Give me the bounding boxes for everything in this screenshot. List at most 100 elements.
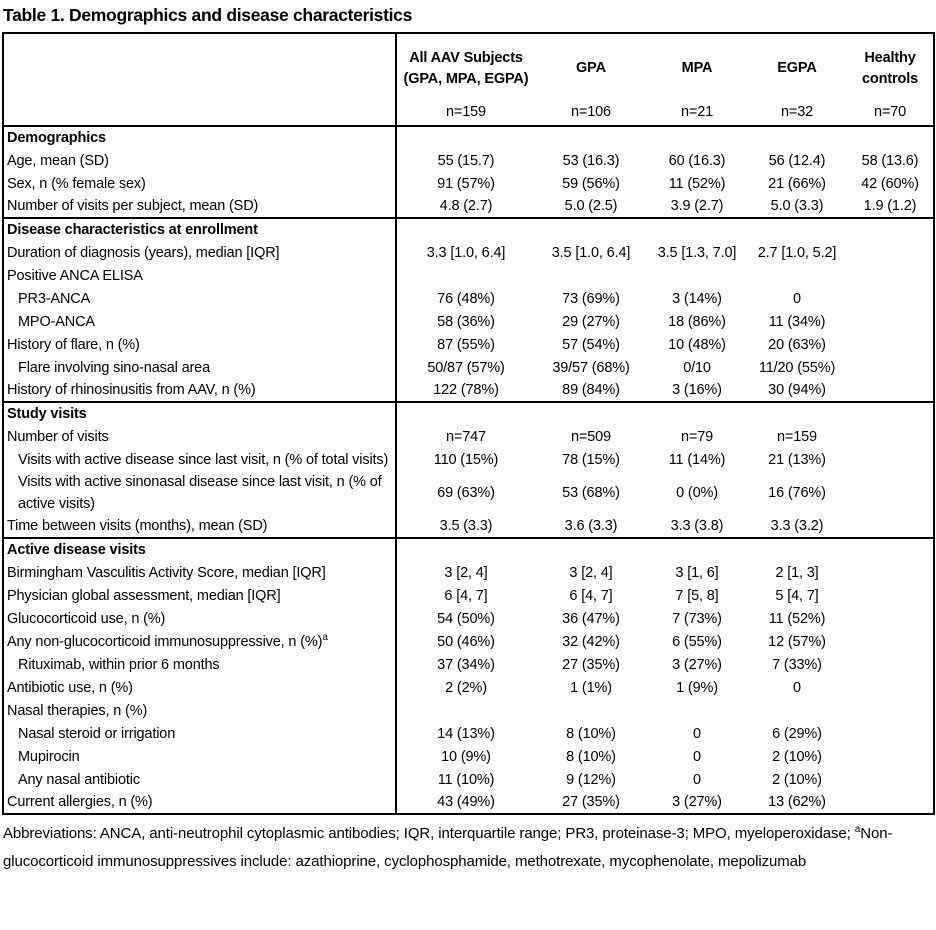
cell [847,241,934,264]
row-label: Antibiotic use, n (%) [7,679,133,696]
cell [847,699,934,722]
row-label: Nasal steroid or irrigation [18,725,176,742]
table-row: Physician global assessment, median [IQR… [3,584,934,607]
cell [847,401,934,425]
cell: 3 (16%) [672,382,722,398]
row-label: Glucocorticoid use, n (%) [7,610,166,627]
cell: 69 (63%) [395,471,535,515]
cell [747,401,847,425]
row-label: Mupirocin [18,748,80,765]
table-row: Time between visits (months), mean (SD) 3… [3,515,934,538]
cell: 3.5 [1.3, 7.0] [657,244,737,261]
sample-size-row: n=159 n=106 n=21 n=32 n=70 [3,99,934,126]
cell: 0 [693,748,701,765]
table-row: Duration of diagnosis (years), median [I… [3,241,934,264]
table-row: Number of visits per subject, mean (SD) 4… [3,195,934,218]
cell [847,471,934,515]
cell [647,125,747,149]
column-header-row: All AAV Subjects (GPA, MPA, EGPA) GPA MP… [3,33,934,99]
cell [747,264,847,287]
cell [847,537,934,561]
cell: 5.0 (3.3) [770,198,824,214]
cell [395,125,535,149]
cell: 3.5 (3.3) [395,515,535,538]
cell: 27 (35%) [562,794,620,810]
column-header-gpa: GPA [576,60,606,76]
table-header: All AAV Subjects (GPA, MPA, EGPA) GPA MP… [3,33,934,126]
cell: 6 [4, 7] [569,587,613,604]
cell [847,630,934,653]
cell [847,584,934,607]
row-label: History of flare, n (%) [7,336,140,353]
cell: 73 (69%) [562,290,620,307]
cell [847,722,934,745]
cell: n=79 [680,428,714,445]
cell: 6 (55%) [672,633,722,650]
table-body: Demographics Age, mean (SD) 55 (15.7) 53 (1… [3,125,934,814]
cell: 58 (13.6) [861,152,919,169]
cell [847,356,934,379]
cell: 7 (33%) [772,656,822,673]
cell [847,217,934,241]
row-label: Visits with active sinonasal disease sin… [18,474,382,512]
cell: 53 (16.3) [562,152,620,169]
cell: 3 [2, 4] [395,561,535,584]
row-label: Positive ANCA ELISA [7,267,143,284]
section-header-row: Disease characteristics at enrollment [3,217,934,241]
cell [847,333,934,356]
cell: 13 (62%) [768,794,826,810]
cell: 10 (9%) [395,745,535,768]
section-header-row: Study visits [3,401,934,425]
column-header-egpa: EGPA [777,60,817,76]
column-header-healthy-controls: Healthy controls [862,49,918,87]
cell: 87 (55%) [395,333,535,356]
table-row: Number of visits n=747 n=509 n=79 n=159 [3,425,934,448]
cell: n=747 [395,425,535,448]
cell: 3 [2, 4] [569,564,613,581]
footnote: Abbreviations: ANCA, anti-neutrophil cyt… [3,824,893,871]
cell: n=509 [571,428,611,445]
cell [395,217,535,241]
cell: 3.3 [1.0, 6.4] [395,241,535,264]
row-label: Nasal therapies, n (%) [7,702,148,719]
cell: 11 (34%) [768,313,826,330]
cell: 11 (14%) [668,451,726,468]
cell: 9 (12%) [566,771,616,788]
table-row: Antibiotic use, n (%) 2 (2%) 1 (1%) 1 (9%) 0 [3,676,934,699]
row-label: MPO-ANCA [18,313,95,330]
table-row: Any nasal antibiotic 11 (10%) 9 (12%) 0 2 (1… [3,768,934,791]
table-row: MPO-ANCA 58 (36%) 29 (27%) 18 (86%) 11 (34%) [3,310,934,333]
row-label: Flare involving sino-nasal area [18,359,211,376]
table-row: PR3-ANCA 76 (48%) 73 (69%) 3 (14%) 0 [3,287,934,310]
sample-size-mpa: n=21 [680,104,714,120]
cell: 20 (63%) [768,336,826,353]
cell: n=159 [777,428,817,445]
demographics-table: All AAV Subjects (GPA, MPA, EGPA) GPA MP… [2,32,935,815]
cell: 42 (60%) [861,175,919,192]
cell: 3 (27%) [672,794,722,810]
row-label: Any non-glucocorticoid immunosuppressive… [7,631,328,650]
cell: 3.6 (3.3) [564,518,618,534]
sample-size-healthy-controls: n=70 [873,104,907,120]
cell: 0 [693,725,701,742]
row-label: Rituximab, within prior 6 months [18,656,220,673]
page-title: Table 1. Demographics and disease charac… [3,5,413,25]
cell: 8 (10%) [566,748,616,765]
cell: 7 (73%) [672,610,722,627]
cell [847,561,934,584]
cell: 2.7 [1.0, 5.2] [757,244,837,261]
cell: 1.9 (1.2) [863,198,917,214]
cell: 2 [1, 3] [775,564,819,581]
cell: 36 (47%) [562,610,620,627]
table-row: Flare involving sino-nasal area 50/87 (57… [3,356,934,379]
cell [847,448,934,471]
cell: 1 (9%) [676,679,718,696]
cell [847,791,934,814]
table-row: Rituximab, within prior 6 months 37 (34%)… [3,653,934,676]
row-label: History of rhinosinusitis from AAV, n (%… [7,382,256,398]
row-label-header [3,33,396,126]
row-label: Number of visits per subject, mean (SD) [7,198,259,214]
row-label: Birmingham Vasculitis Activity Score, me… [7,564,326,581]
cell [847,287,934,310]
section-header: Demographics [3,125,396,149]
